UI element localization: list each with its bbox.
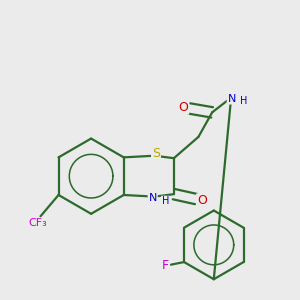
Text: S: S [152,147,160,160]
Text: O: O [178,100,188,114]
Text: H: H [161,196,169,206]
Text: N: N [148,193,157,203]
Text: F: F [161,259,169,272]
Text: N: N [228,94,236,103]
Text: O: O [197,194,207,207]
Text: CF₃: CF₃ [28,218,47,228]
Text: H: H [240,96,247,106]
